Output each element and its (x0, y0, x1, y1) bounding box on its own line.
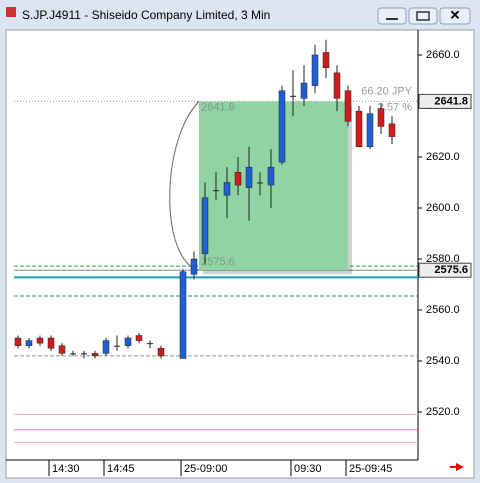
candle-body (102, 340, 110, 354)
candle-body (147, 343, 153, 345)
candle-body (234, 172, 242, 186)
candle-body (322, 52, 330, 69)
price-marker-box (418, 93, 472, 109)
candle-body (333, 72, 341, 99)
y-tick-label: 2580.0 (426, 253, 460, 265)
candle-body (58, 345, 66, 354)
candle-body (344, 90, 352, 122)
candle-body (179, 271, 187, 359)
candle-body (135, 335, 143, 341)
candle-body (91, 353, 99, 357)
candle-body (355, 110, 363, 148)
y-tick-label: 2520.0 (426, 406, 460, 418)
x-tick-label: 09:30 (294, 463, 322, 475)
maximize-button[interactable] (408, 7, 438, 25)
measure-low-label: 2575.6 (201, 256, 235, 268)
candle-body (81, 353, 87, 355)
y-tick-label: 2620.0 (426, 151, 460, 163)
x-tick-label: 14:45 (107, 463, 135, 475)
minimize-button[interactable] (377, 7, 407, 25)
measure-percent: 2.57 % (378, 101, 412, 113)
price-marker-label: 2575.6 (434, 264, 468, 276)
candle-body (245, 166, 253, 188)
x-tick-label: 25-09:00 (184, 463, 227, 475)
measure-box (199, 101, 348, 271)
candle-body (14, 337, 22, 346)
candle-body (366, 113, 374, 148)
candle-body (36, 337, 44, 344)
candle-body (377, 108, 385, 127)
candle-body (223, 182, 231, 196)
candle-body (213, 190, 219, 192)
y-tick-label: 2600.0 (426, 202, 460, 214)
candle-body (190, 258, 198, 275)
candle-body (290, 95, 296, 97)
price-marker-label: 2641.8 (434, 95, 468, 107)
candle-body (388, 123, 396, 137)
scroll-arrow[interactable] (450, 463, 464, 471)
candle-body (114, 345, 120, 347)
y-tick-label: 2560.0 (426, 304, 460, 316)
close-button[interactable] (439, 7, 471, 25)
maximize-icon (416, 11, 430, 21)
price-marker-box (418, 262, 472, 278)
candle-body (311, 54, 319, 86)
measure-change: 66.20 JPY (361, 85, 412, 97)
y-tick-label: 2660.0 (426, 49, 460, 61)
y-tick-label: 2540.0 (426, 355, 460, 367)
x-tick-label: 25-09:45 (349, 463, 392, 475)
candle-body (267, 166, 275, 186)
candle-body (47, 337, 55, 349)
app-icon (6, 7, 16, 17)
candle-body (201, 197, 209, 255)
candle-body (70, 353, 76, 355)
measure-arc (169, 101, 200, 271)
close-icon: ✕ (450, 7, 461, 22)
candle-body (157, 348, 165, 357)
candle-body (124, 337, 132, 346)
candle-body (257, 182, 263, 184)
candle-body (278, 90, 286, 163)
window-title: S.JP.J4911 - Shiseido Company Limited, 3… (22, 8, 270, 22)
candle-body (25, 340, 33, 346)
candle-body (300, 82, 308, 99)
measure-high-label: 2641.8 (201, 101, 235, 113)
x-tick-label: 14:30 (52, 463, 80, 475)
